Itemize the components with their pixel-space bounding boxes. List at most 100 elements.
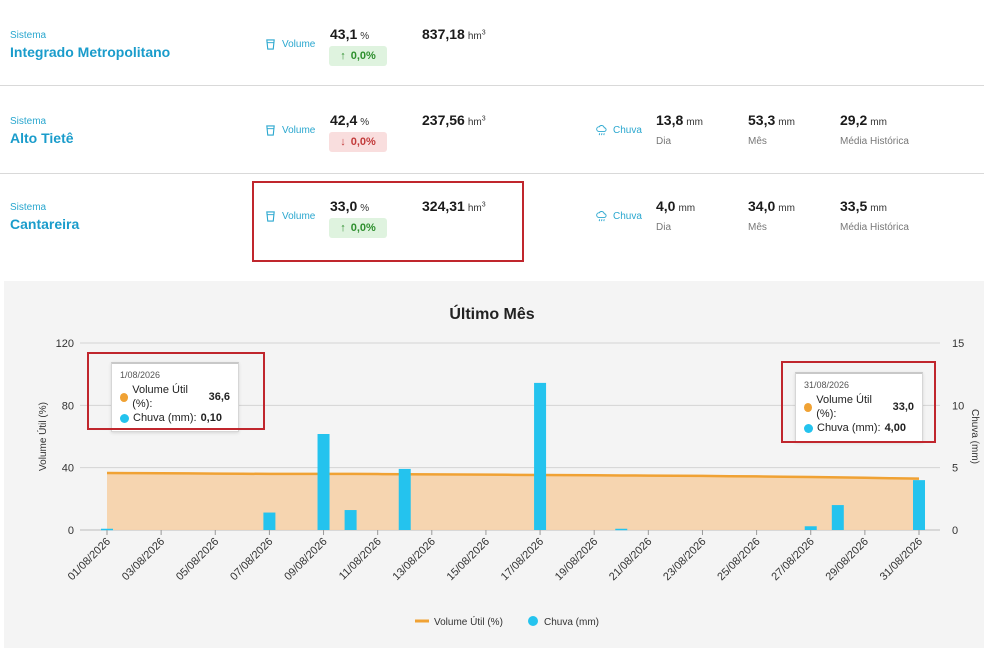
tooltip-rain-value: 0,10 bbox=[200, 412, 222, 424]
system-label: Sistema bbox=[10, 202, 47, 213]
x-tick-label: 25/08/2026 bbox=[715, 536, 762, 583]
x-tick-label: 07/08/2026 bbox=[228, 536, 275, 583]
rain-day-caption: Dia bbox=[656, 222, 672, 233]
volume-kind: Volume bbox=[265, 39, 315, 50]
volume-percent: 33,0% bbox=[330, 198, 370, 214]
tooltip-date: 31/08/2026 bbox=[804, 380, 850, 390]
rain-bar bbox=[344, 510, 357, 530]
x-tick-label: 11/08/2026 bbox=[337, 536, 384, 583]
highlight-box-cantareira-volume bbox=[252, 181, 524, 262]
tooltip-rain-label: Chuva (mm): bbox=[817, 422, 881, 434]
volume-area bbox=[107, 472, 919, 530]
volume-line bbox=[106, 471, 920, 480]
rain-month: 34,0 mm bbox=[748, 198, 795, 214]
tooltip-volume-value: 33,0 bbox=[892, 401, 914, 413]
tooltip-last-day: 31/08/2026 Volume Útil (%): 33,0 Chuva (m… bbox=[795, 372, 923, 442]
arrow-up-icon: ↑ bbox=[340, 222, 346, 234]
rain-bar bbox=[615, 528, 628, 531]
chart-title: Último Mês bbox=[449, 306, 535, 323]
rain-hist: 33,5 mm bbox=[840, 198, 887, 214]
cloud-rain-icon bbox=[596, 211, 607, 222]
arrow-up-icon: ↑ bbox=[340, 50, 346, 62]
system-row-cantareira: Sistema Cantareira Volume 33,0% ↑ 0,0% 32… bbox=[0, 174, 984, 260]
rain-label: Chuva bbox=[613, 125, 642, 136]
volume-hm3: 324,31 hm3 bbox=[422, 198, 486, 214]
chart-panel bbox=[4, 281, 984, 648]
rain-bar bbox=[534, 382, 547, 530]
volume-kind: Volume bbox=[265, 125, 315, 136]
system-name[interactable]: Integrado Metropolitano bbox=[10, 44, 171, 60]
rain-month: 53,3 mm bbox=[748, 112, 795, 128]
volume-label: Volume bbox=[282, 125, 316, 136]
rain-bar bbox=[101, 528, 113, 531]
rain-month-caption: Mês bbox=[748, 222, 767, 233]
rain-bar bbox=[317, 434, 330, 530]
rain-bar bbox=[398, 468, 411, 530]
x-tick-label: 03/08/2026 bbox=[120, 536, 167, 583]
rain-bar bbox=[263, 512, 276, 530]
tooltip-volume-label: Volume Útil (%): bbox=[816, 394, 872, 420]
y2-tick-label: 10 bbox=[952, 400, 964, 412]
highlight-box-first-tooltip bbox=[87, 352, 265, 430]
legend-rain-label: Chuva (mm) bbox=[544, 617, 599, 628]
change-badge: ↑ 0,0% bbox=[329, 218, 387, 238]
tooltip-first-day: 1/08/2026 Volume Útil (%): 36,6 Chuva (mm… bbox=[111, 362, 239, 432]
rain-bar bbox=[831, 505, 844, 530]
system-row-alto-tiete: Sistema Alto Tietê Volume 42,4% ↓ 0,0% 23… bbox=[0, 88, 984, 174]
y2-tick-label: 0 bbox=[952, 525, 958, 537]
x-tick-label: 29/08/2026 bbox=[824, 536, 871, 583]
legend-rain-swatch bbox=[528, 616, 538, 626]
volume-hm3: 237,56 hm3 bbox=[422, 112, 486, 128]
volume-label: Volume bbox=[282, 39, 316, 50]
volume-hm3: 837,18 hm3 bbox=[422, 26, 486, 42]
cup-icon bbox=[266, 39, 275, 50]
x-tick-label: 27/08/2026 bbox=[769, 536, 816, 583]
y-tick-label: 0 bbox=[68, 525, 74, 537]
x-tick-label: 19/08/2026 bbox=[553, 536, 600, 583]
rain-kind: Chuva bbox=[596, 125, 642, 136]
tooltip-rain-label: Chuva (mm): bbox=[133, 412, 197, 424]
arrow-down-icon: ↓ bbox=[340, 136, 346, 148]
x-tick-label: 15/08/2026 bbox=[445, 536, 492, 583]
system-name[interactable]: Cantareira bbox=[10, 216, 80, 232]
tooltip-rain-value: 4,00 bbox=[884, 422, 906, 434]
x-tick-label: 13/08/2026 bbox=[391, 536, 438, 583]
system-label: Sistema bbox=[10, 116, 47, 127]
volume-label: Volume bbox=[282, 211, 316, 222]
rain-bar bbox=[804, 526, 817, 530]
x-tick-label: 05/08/2026 bbox=[174, 536, 221, 583]
rain-day-caption: Dia bbox=[656, 136, 672, 147]
x-tick-label: 01/08/2026 bbox=[66, 536, 113, 583]
x-tick-label: 23/08/2026 bbox=[661, 536, 708, 583]
x-tick-label: 31/08/2026 bbox=[878, 536, 925, 583]
x-tick-label: 21/08/2026 bbox=[607, 536, 654, 583]
rain-month-caption: Mês bbox=[748, 136, 767, 147]
rain-dot-icon bbox=[120, 413, 129, 423]
rain-day: 4,0 mm bbox=[656, 198, 696, 214]
rain-hist-caption: Média Histórica bbox=[840, 136, 909, 147]
y-tick-label: 120 bbox=[56, 338, 74, 350]
system-name[interactable]: Alto Tietê bbox=[10, 130, 74, 146]
y2-tick-label: 15 bbox=[952, 338, 964, 350]
cup-icon bbox=[266, 125, 275, 136]
tooltip-volume-value: 36,6 bbox=[208, 391, 230, 403]
y-tick-label: 40 bbox=[62, 463, 74, 475]
rain-day: 13,8 mm bbox=[656, 112, 703, 128]
y2-tick-label: 5 bbox=[952, 463, 958, 475]
legend-volume-label: Volume Útil (%) bbox=[434, 615, 503, 628]
cloud-rain-icon bbox=[596, 125, 607, 136]
volume-kind: Volume bbox=[265, 211, 315, 222]
volume-percent: 42,4% bbox=[330, 112, 370, 128]
rain-kind: Chuva bbox=[596, 211, 642, 222]
change-badge: ↓ 0,0% bbox=[329, 132, 387, 152]
x-tick-label: 09/08/2026 bbox=[282, 536, 329, 583]
volume-dot-icon bbox=[804, 402, 813, 412]
system-label: Sistema bbox=[10, 30, 47, 41]
system-row-integrado: Sistema Integrado Metropolitano Volume 4… bbox=[0, 0, 984, 86]
rain-label: Chuva bbox=[613, 211, 642, 222]
rain-hist: 29,2 mm bbox=[840, 112, 887, 128]
y2-axis-title: Chuva (mm) bbox=[969, 409, 980, 464]
volume-dot-icon bbox=[120, 392, 129, 402]
tooltip-date: 1/08/2026 bbox=[120, 370, 161, 380]
